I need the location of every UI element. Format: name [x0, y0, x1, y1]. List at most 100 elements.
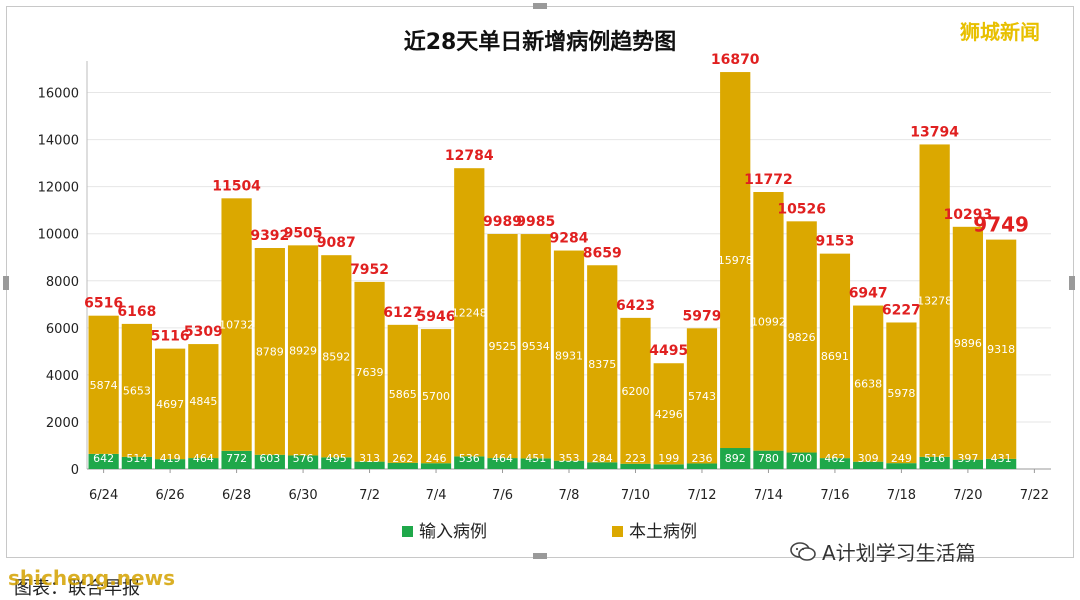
bar-local — [420, 329, 452, 464]
imported-value-label: 700 — [791, 452, 812, 465]
x-tick-label: 7/6 — [492, 488, 513, 503]
wechat-account-name: A计划学习生活篇 — [822, 541, 976, 565]
x-tick-label: 7/16 — [820, 488, 849, 503]
bar-local — [387, 324, 418, 463]
y-tick-label: 6000 — [46, 322, 79, 337]
bar-imported — [819, 458, 851, 469]
bar-imported — [454, 456, 485, 469]
imported-value-label: 397 — [957, 452, 978, 465]
local-value-label: 9896 — [954, 337, 982, 350]
bar-local — [154, 348, 186, 460]
total-label: 9284 — [550, 231, 589, 247]
total-label: 9153 — [815, 234, 854, 250]
bar-imported — [254, 454, 285, 469]
local-value-label: 9318 — [987, 343, 1015, 356]
total-label: 11772 — [744, 172, 793, 188]
total-label: 9985 — [516, 214, 555, 230]
x-tick-label: 7/10 — [621, 488, 650, 503]
total-label: 6516 — [84, 296, 123, 312]
total-label: 6227 — [882, 302, 921, 318]
bar-imported — [88, 453, 119, 469]
resize-handle-right[interactable] — [1069, 276, 1075, 290]
bar-local — [720, 72, 751, 449]
x-tick-label: 6/30 — [288, 488, 317, 503]
total-label: 12784 — [445, 148, 494, 164]
bar-local — [88, 315, 119, 454]
bar-imported — [786, 452, 817, 469]
y-tick-label: 2000 — [46, 416, 79, 431]
chart-frame: 近28天单日新增病例趋势图 0 2000 4000 6000 8000 10000 12000… — [6, 6, 1074, 558]
bar-imported — [753, 450, 784, 469]
bar-local — [686, 328, 718, 464]
imported-value-label: 236 — [691, 452, 712, 465]
legend-swatch-imported — [402, 526, 413, 537]
imported-value-label: 772 — [226, 452, 247, 465]
bar-local — [653, 363, 684, 465]
bar-local — [354, 281, 385, 462]
bar-imported — [553, 460, 585, 469]
bar-imported — [620, 463, 651, 469]
bar-local — [454, 168, 485, 457]
local-value-label: 6638 — [854, 378, 882, 391]
imported-value-label: 514 — [126, 452, 147, 465]
resize-handle-bottom[interactable] — [533, 553, 547, 559]
bar-local — [221, 198, 252, 451]
imported-value-label: 536 — [459, 452, 480, 465]
bar-imported — [587, 462, 618, 469]
imported-value-label: 223 — [625, 452, 646, 465]
local-value-label: 5743 — [688, 390, 716, 403]
local-value-label: 8929 — [289, 344, 317, 357]
local-value-label: 8691 — [821, 350, 849, 363]
y-tick-label: 10000 — [38, 228, 79, 243]
imported-value-label: 353 — [559, 452, 580, 465]
bar-imported — [686, 463, 718, 469]
bar-imported — [387, 462, 418, 469]
total-label: 6423 — [616, 298, 655, 314]
y-tick-label: 16000 — [38, 87, 79, 102]
imported-value-label: 462 — [824, 452, 845, 465]
bar-local — [553, 250, 585, 461]
x-tick-label: 7/20 — [953, 488, 982, 503]
legend-swatch-local — [612, 526, 623, 537]
local-value-label: 9525 — [489, 340, 517, 353]
total-label: 6127 — [383, 305, 422, 321]
total-label: 6168 — [117, 304, 156, 320]
imported-value-label: 309 — [858, 452, 879, 465]
bar-local — [321, 255, 352, 458]
total-label: 10293 — [944, 207, 993, 223]
imported-value-label: 464 — [193, 452, 214, 465]
bar-chart: 近28天单日新增病例趋势图 0 2000 4000 6000 8000 10000 12000… — [38, 29, 1051, 542]
wechat-icon — [790, 541, 816, 561]
y-tick-label: 8000 — [46, 275, 79, 290]
bar-local — [520, 234, 551, 459]
imported-value-label: 246 — [426, 452, 447, 465]
resize-handle-left[interactable] — [3, 276, 9, 290]
bar-local — [587, 265, 618, 463]
bar-local — [753, 192, 784, 451]
x-tick-label: 7/22 — [1020, 488, 1049, 503]
imported-value-label: 464 — [492, 452, 513, 465]
total-label: 11504 — [212, 178, 261, 194]
total-label: 4495 — [649, 343, 688, 359]
x-tick-label: 6/24 — [89, 488, 118, 503]
total-label: 7952 — [350, 262, 389, 278]
resize-handle-top[interactable] — [533, 3, 547, 9]
local-value-label: 6200 — [621, 385, 649, 398]
imported-value-label: 419 — [160, 452, 181, 465]
x-tick-label: 7/12 — [687, 488, 716, 503]
imported-value-label: 495 — [326, 452, 347, 465]
total-label: 9505 — [284, 225, 323, 241]
bar-imported — [886, 463, 917, 469]
brand-logo: 狮城新闻 — [960, 20, 1040, 44]
bar-local — [853, 305, 884, 462]
bar-imported — [520, 458, 551, 469]
x-tick-label: 6/26 — [156, 488, 185, 503]
legend-label-local: 本土病例 — [629, 522, 697, 542]
total-label: 8659 — [583, 245, 622, 261]
imported-value-label: 780 — [758, 452, 779, 465]
bar-local — [952, 226, 984, 460]
bar-imported — [321, 457, 352, 469]
x-tick-label: 7/14 — [754, 488, 783, 503]
legend-label-imported: 输入病例 — [419, 522, 487, 542]
total-label: 6947 — [849, 286, 888, 302]
